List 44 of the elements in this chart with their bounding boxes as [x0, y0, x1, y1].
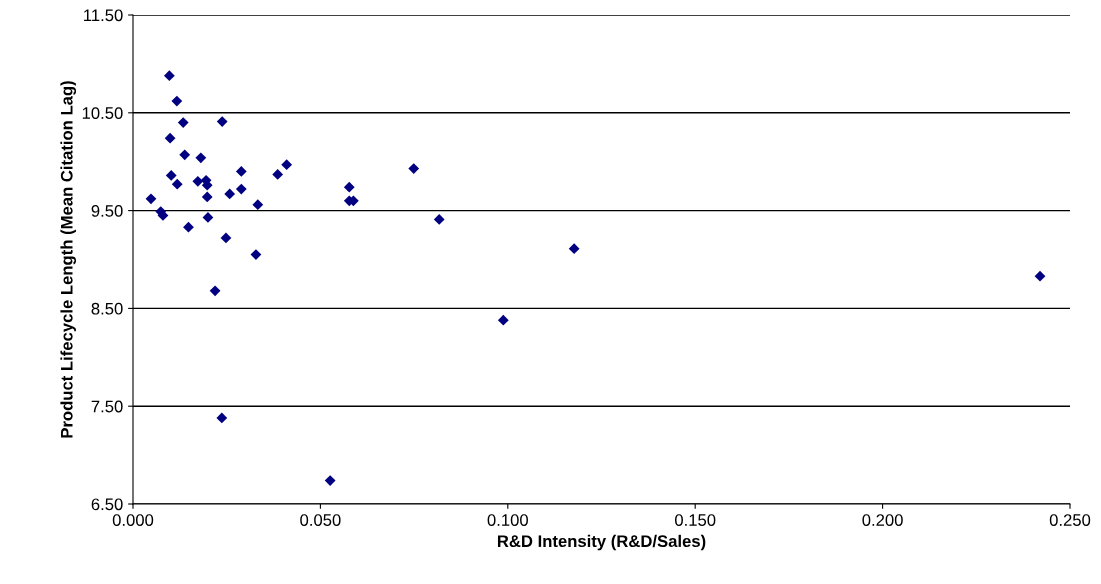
- point: [163, 70, 175, 82]
- y-tick-label: 7.50: [91, 400, 123, 413]
- point: [164, 132, 176, 144]
- point: [165, 170, 177, 181]
- point: [252, 199, 264, 211]
- point: [183, 221, 194, 233]
- y-tick-label: 10.50: [82, 107, 123, 119]
- point: [201, 191, 213, 203]
- x-tick-label: 0.100: [487, 514, 528, 526]
- point: [216, 412, 228, 424]
- point: [281, 159, 293, 171]
- x-tick-label: 0.000: [112, 514, 154, 526]
- point: [177, 117, 189, 128]
- point: [171, 178, 183, 190]
- point: [250, 249, 262, 260]
- y-tick-label: 11.50: [84, 9, 123, 22]
- y-tick-label: 8.50: [91, 302, 123, 315]
- point: [145, 193, 157, 205]
- x-tick-label: 0.050: [300, 514, 341, 526]
- point: [171, 95, 183, 107]
- point: [235, 183, 247, 195]
- point: [343, 181, 355, 193]
- point: [324, 475, 336, 486]
- x-tick-label: 0.150: [675, 514, 716, 526]
- point: [209, 285, 221, 297]
- y-tick-label: 6.50: [91, 498, 123, 511]
- point: [568, 243, 580, 255]
- x-tick-label: 0.250: [1049, 514, 1091, 526]
- point: [497, 314, 509, 326]
- point: [220, 232, 232, 244]
- point: [192, 175, 204, 187]
- point: [216, 116, 228, 127]
- point: [195, 152, 207, 164]
- y-tick-label: 9.50: [91, 205, 123, 217]
- point: [408, 163, 420, 174]
- point: [1034, 270, 1046, 282]
- x-axis-title: R&D Intensity (R&D/Sales): [497, 534, 706, 551]
- point: [179, 149, 191, 161]
- point: [272, 169, 284, 180]
- point: [224, 188, 236, 200]
- y-axis-title: Product Lifecycle Length (Mean Citation Lag): [60, 81, 77, 438]
- x-tick-label: 0.200: [862, 514, 903, 526]
- point: [433, 214, 445, 225]
- point: [235, 166, 247, 177]
